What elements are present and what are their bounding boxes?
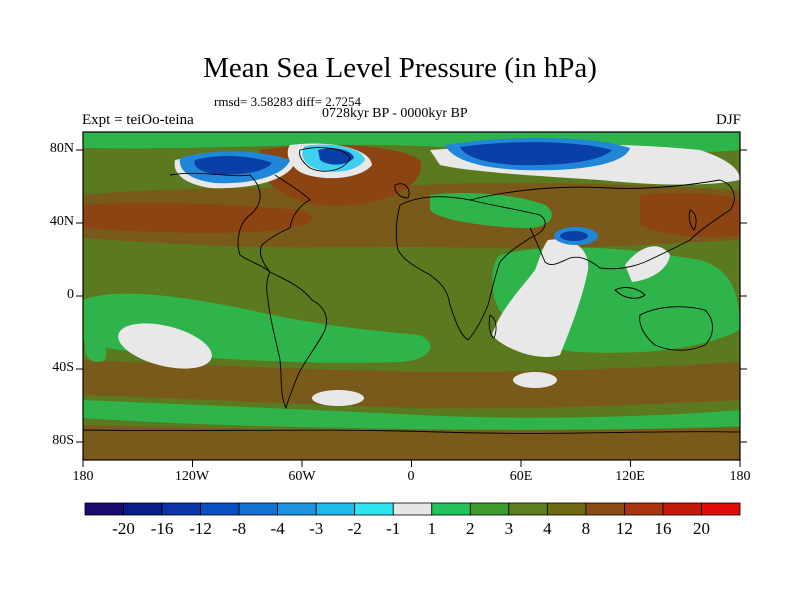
- colorbar-box: [585, 502, 625, 516]
- colorbar-label: 3: [504, 519, 514, 538]
- lon-label-120w: 120W: [174, 469, 210, 484]
- colorbar-label: 2: [466, 519, 475, 538]
- lon-label-180e: 180: [729, 469, 751, 484]
- colorbar-label: 12: [615, 519, 633, 538]
- map-title: Mean Sea Level Pressure (in hPa): [203, 52, 597, 84]
- coast-south-america: [266, 271, 327, 410]
- lat-label-80s: 80S: [52, 433, 74, 448]
- field-east-asia-high: [640, 192, 740, 237]
- field-antarctic: [83, 425, 740, 460]
- colorbar-box: [431, 502, 471, 516]
- colorbar-box: [624, 502, 664, 516]
- field-indian-ocean-white: [492, 239, 589, 358]
- coastlines: [83, 147, 740, 434]
- lon-label-180w: 180: [72, 469, 94, 484]
- colorbar-label: -2: [347, 519, 362, 538]
- experiment-label: Expt = teiOo-teina: [82, 112, 194, 128]
- lat-label-40n: 40N: [49, 214, 74, 229]
- lat-ticks: [76, 149, 747, 443]
- colorbar-label: -16: [150, 519, 174, 538]
- field-south-belt: [83, 360, 740, 409]
- coast-british-isles: [394, 183, 410, 199]
- colorbar-label: 20: [692, 519, 710, 538]
- colorbar-label: -20: [112, 519, 135, 538]
- lon-label-0: 0: [407, 469, 415, 484]
- colorbar-box: [123, 502, 163, 516]
- colorbar-label: 8: [581, 519, 591, 538]
- colorbar-label: 1: [427, 519, 437, 538]
- colorbar-box: [508, 502, 548, 516]
- field-tibet-blue-core: [560, 231, 588, 241]
- coast-indonesia: [614, 287, 646, 299]
- colorbar-box: [161, 502, 201, 516]
- coast-greenland: [299, 147, 351, 172]
- colorbar-box: [662, 502, 702, 516]
- period-label: 0728kyr BP - 0000kyr BP: [322, 106, 468, 121]
- colorbar-box: [84, 502, 124, 516]
- field-southern-ocean-green: [83, 400, 740, 430]
- colorbar-label: -1: [386, 519, 401, 538]
- coast-madagascar: [488, 314, 497, 339]
- colorbar-box: [701, 502, 741, 516]
- field-siberia-blue-core: [460, 142, 612, 166]
- lat-label-80n: 80N: [49, 141, 74, 156]
- colorbar-box: [277, 502, 317, 516]
- coast-antarctica: [83, 429, 740, 434]
- coast-australia: [639, 306, 713, 351]
- lon-label-60e: 60E: [509, 469, 533, 484]
- coast-japan: [688, 209, 697, 231]
- colorbar-label: 4: [543, 519, 552, 538]
- stats-label: rmsd= 3.58283 diff= 2.7254: [214, 94, 361, 109]
- colorbar-box: [354, 502, 394, 516]
- colorbar-box: [315, 502, 356, 516]
- colorbar-label: -3: [309, 519, 324, 538]
- colorbar-box: [238, 502, 279, 516]
- lat-label-0: 0: [67, 287, 74, 302]
- lon-ticks: [82, 460, 741, 467]
- colorbar-label: -12: [189, 519, 212, 538]
- field-west-edge-green: [85, 330, 107, 362]
- lon-label-60w: 60W: [288, 469, 316, 484]
- field-south-indian-white: [513, 372, 557, 388]
- field-canada-blue-core: [194, 156, 272, 175]
- colorbar-box: [392, 502, 433, 516]
- colorbar-label: -4: [270, 519, 285, 538]
- field-south-pacific-white: [118, 323, 212, 369]
- colorbar-box: [200, 502, 240, 516]
- field-eurasia-green: [430, 193, 552, 229]
- colorbar-box: [546, 502, 587, 516]
- colorbar-box: [469, 502, 510, 516]
- colorbar-label: -8: [232, 519, 247, 538]
- season-label: DJF: [715, 112, 741, 128]
- coast-africa: [395, 196, 546, 341]
- lon-label-120e: 120E: [615, 469, 645, 484]
- coast-eurasia: [469, 179, 735, 270]
- field-south-atlantic-white: [312, 390, 364, 406]
- lat-label-40s: 40S: [52, 360, 74, 375]
- colorbar-label: 16: [654, 519, 672, 538]
